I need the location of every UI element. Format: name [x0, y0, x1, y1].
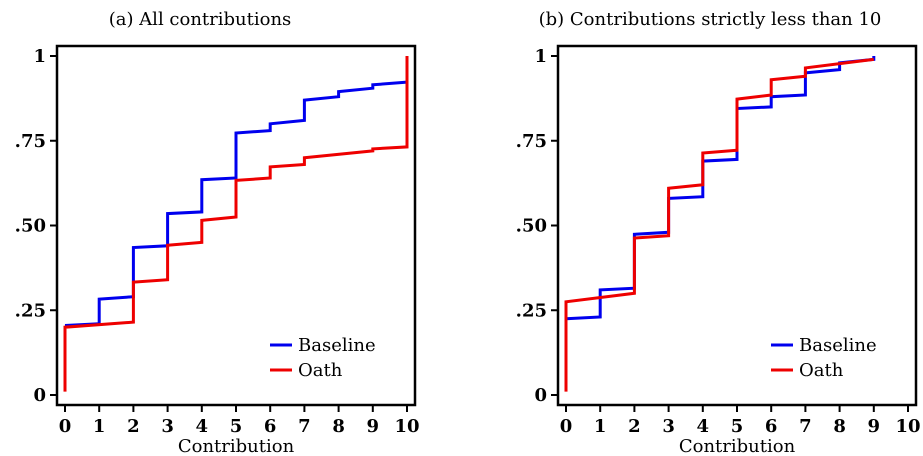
y-tick-label: 1: [534, 46, 547, 67]
legend-label-baseline: Baseline: [298, 335, 376, 356]
y-tick-label: .50: [516, 216, 547, 237]
y-tick-label: .25: [15, 300, 46, 321]
x-tick-label: 6: [765, 416, 778, 437]
x-tick-label: 10: [895, 416, 920, 437]
legend-label-oath: Oath: [799, 360, 844, 381]
x-tick-label: 2: [628, 416, 641, 437]
x-tick-label: 0: [560, 416, 573, 437]
panel-b: (b) Contributions strictly less than 10 0…: [516, 9, 921, 456]
x-tick-label: 6: [264, 416, 277, 437]
series-line-baseline: [565, 56, 876, 321]
y-tick-label: 0: [33, 385, 46, 406]
y-tick-label: .75: [15, 131, 46, 152]
x-tick-label: 3: [161, 416, 174, 437]
x-tick-label: 7: [799, 416, 812, 437]
x-tick-label: 9: [868, 416, 881, 437]
x-tick-label: 0: [59, 416, 72, 437]
x-tick-label: 7: [298, 416, 311, 437]
chart-title: (b) Contributions strictly less than 10: [539, 9, 882, 30]
y-tick-label: .50: [15, 216, 46, 237]
series-line-oath: [63, 56, 409, 392]
x-tick-label: 9: [367, 416, 380, 437]
series-line-oath: [564, 57, 874, 392]
x-axis-label: Contribution: [679, 436, 796, 456]
x-tick-label: 1: [93, 416, 106, 437]
x-tick-label: 8: [833, 416, 846, 437]
legend-label-oath: Oath: [298, 360, 343, 381]
y-tick-label: 0: [534, 385, 547, 406]
y-tick-label: 1: [33, 46, 46, 67]
y-tick-label: .25: [516, 300, 547, 321]
x-tick-label: 5: [731, 416, 744, 437]
y-tick-label: .75: [516, 131, 547, 152]
x-tick-label: 2: [127, 416, 140, 437]
chart-title: (a) All contributions: [109, 9, 292, 30]
x-tick-label: 1: [594, 416, 607, 437]
x-tick-label: 5: [230, 416, 243, 437]
x-tick-label: 10: [394, 416, 419, 437]
x-tick-label: 8: [332, 416, 345, 437]
x-axis-label: Contribution: [178, 436, 295, 456]
x-tick-label: 4: [196, 416, 209, 437]
x-tick-label: 3: [662, 416, 675, 437]
x-tick-label: 4: [697, 416, 710, 437]
legend-label-baseline: Baseline: [799, 335, 877, 356]
